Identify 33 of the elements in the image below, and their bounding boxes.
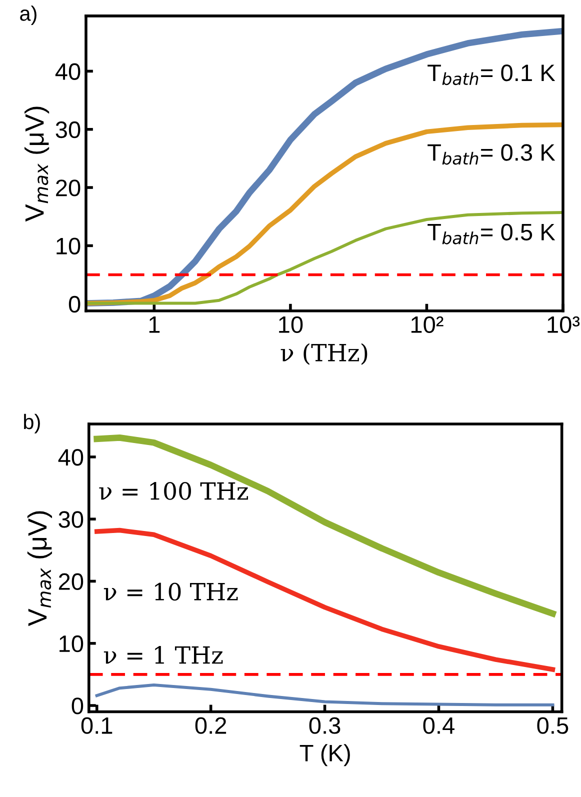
line-series: [95, 683, 554, 706]
y-tick-label: 0: [72, 698, 84, 714]
annotation: T$_{bath}$= 0.5 K: [428, 224, 556, 244]
x-tick-label: 1: [149, 316, 160, 333]
x-tick-label: 0.1: [81, 717, 112, 734]
y-axis-title: V$_{max}$ (μV): [27, 511, 52, 626]
y-tick-label: 10: [60, 635, 84, 652]
annotation: ν = 10 THz: [104, 582, 238, 601]
y-axis-title: V$_{max}$ (μV): [24, 106, 50, 222]
x-axis-title: T (K): [300, 744, 350, 766]
y-tick-label: 0: [68, 296, 80, 313]
x-tick-label: 10²: [411, 316, 444, 334]
x-tick-label: 0.3: [309, 717, 340, 734]
y-tick-label: 20: [56, 180, 80, 196]
x-tick-label: 0.5: [537, 717, 568, 734]
y-tick-label: 30: [58, 511, 84, 528]
chart-title: a): [20, 6, 36, 26]
line-series: [94, 528, 556, 672]
annotation: T$_{bath}$= 0.1 K: [428, 64, 556, 86]
x-tick-label: 10: [279, 316, 303, 334]
annotation: T$_{bath}$= 0.3 K: [428, 144, 556, 165]
annotation: ν = 100 THz: [99, 482, 248, 500]
y-tick-label: 40: [58, 449, 84, 466]
annotation: ν = 1 THz: [104, 646, 223, 664]
chart-title: b): [24, 414, 40, 434]
x-tick-label: 0.4: [423, 717, 454, 734]
y-tick-label: 10: [56, 238, 80, 254]
y-tick-label: 20: [58, 573, 84, 590]
x-tick-label: 0.2: [195, 717, 226, 734]
x-axis-title: ν (THz): [280, 343, 368, 365]
y-tick-label: 30: [56, 121, 80, 138]
x-tick-label: 10³: [548, 316, 580, 334]
y-tick-label: 40: [55, 63, 80, 80]
